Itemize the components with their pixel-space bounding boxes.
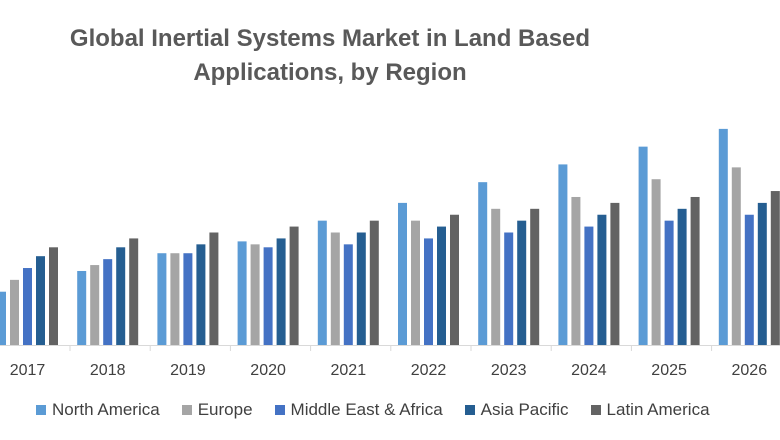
x-tick-label: 2024 bbox=[571, 362, 607, 379]
bar-2021-europe bbox=[330, 232, 340, 345]
chart-title-line-1: Global Inertial Systems Market in Land B… bbox=[69, 25, 591, 52]
bar-2024-north-america bbox=[558, 164, 568, 345]
legend-label: Latin America bbox=[606, 400, 710, 419]
legend-swatch bbox=[181, 405, 192, 415]
x-tick-label: 2023 bbox=[491, 362, 527, 379]
bar-2017-middle-east-africa bbox=[23, 268, 32, 345]
legend-item: Europe bbox=[181, 400, 253, 420]
bar-2026-europe bbox=[731, 167, 741, 345]
legend-item: North America bbox=[36, 400, 160, 420]
legend-label: Asia Pacific bbox=[480, 400, 569, 419]
legend-label: Middle East & Africa bbox=[290, 400, 443, 419]
bar-2025-middle-east-africa bbox=[664, 220, 674, 345]
bar-2019-north-america bbox=[157, 253, 167, 345]
legend-swatch bbox=[36, 405, 46, 415]
bar-2024-europe bbox=[571, 196, 581, 345]
x-tick-label: 2025 bbox=[651, 362, 687, 379]
legend-label: North America bbox=[52, 400, 160, 419]
bar-2021-asia-pacific bbox=[356, 232, 366, 345]
bar-2019-latin-america bbox=[209, 232, 219, 345]
bar-2020-north-america bbox=[237, 241, 247, 345]
bar-2026-middle-east-africa bbox=[744, 214, 754, 345]
bar-2018-asia-pacific bbox=[116, 247, 126, 345]
bar-2024-latin-america bbox=[610, 202, 620, 345]
legend-swatch bbox=[464, 405, 475, 415]
bar-2023-latin-america bbox=[530, 208, 540, 345]
bar-2025-latin-america bbox=[690, 196, 700, 345]
bar-2019-middle-east-africa bbox=[183, 253, 193, 345]
x-tick-label: 2019 bbox=[170, 362, 206, 379]
bar-2020-middle-east-africa bbox=[263, 247, 273, 345]
bar-2017-latin-america bbox=[49, 247, 58, 345]
bar-2022-asia-pacific bbox=[437, 226, 446, 345]
bar-2025-europe bbox=[651, 179, 661, 345]
bar-2017-europe bbox=[10, 279, 19, 345]
bar-2020-latin-america bbox=[289, 226, 299, 345]
legend-swatch bbox=[274, 405, 285, 415]
x-tick-label: 2022 bbox=[411, 362, 447, 379]
bar-2024-middle-east-africa bbox=[584, 226, 594, 345]
bar-2017-asia-pacific bbox=[36, 256, 45, 345]
bar-2018-north-america bbox=[77, 270, 87, 345]
bar-2026-latin-america bbox=[770, 191, 780, 345]
bar-2019-europe bbox=[170, 253, 180, 345]
bar-2020-europe bbox=[250, 244, 260, 345]
bar-2022-north-america bbox=[398, 202, 407, 345]
legend-label: Europe bbox=[197, 400, 253, 419]
chart-title: Global Inertial Systems Market in Land B… bbox=[0, 22, 660, 90]
x-tick-label: 2017 bbox=[10, 362, 46, 379]
bar-2022-latin-america bbox=[450, 214, 459, 345]
legend-item: Middle East & Africa bbox=[274, 400, 443, 420]
x-tick-label: 2018 bbox=[90, 362, 126, 379]
bar-2023-asia-pacific bbox=[517, 220, 527, 345]
bar-2022-europe bbox=[411, 220, 420, 345]
bar-2025-asia-pacific bbox=[677, 208, 687, 345]
bar-2024-asia-pacific bbox=[597, 214, 607, 345]
bar-2018-latin-america bbox=[129, 238, 139, 345]
bar-2023-middle-east-africa bbox=[504, 232, 514, 345]
x-tick-label: 2026 bbox=[732, 362, 768, 379]
bar-2023-europe bbox=[491, 208, 501, 345]
bar-2026-asia-pacific bbox=[757, 202, 767, 345]
bar-2018-europe bbox=[90, 265, 100, 345]
x-tick-label: 2021 bbox=[331, 362, 367, 379]
legend-item: Latin America bbox=[590, 400, 710, 420]
bar-2019-asia-pacific bbox=[196, 244, 206, 345]
bar-2021-north-america bbox=[317, 220, 327, 345]
bar-2021-middle-east-africa bbox=[343, 244, 353, 345]
bar-2017-north-america bbox=[0, 291, 6, 345]
x-tick-label: 2020 bbox=[250, 362, 286, 379]
legend-swatch bbox=[590, 405, 601, 415]
bar-2023-north-america bbox=[478, 182, 488, 345]
bar-2022-middle-east-africa bbox=[424, 238, 433, 345]
legend-item: Asia Pacific bbox=[464, 400, 569, 420]
bar-2021-latin-america bbox=[369, 220, 379, 345]
bar-2020-asia-pacific bbox=[276, 238, 286, 345]
bar-2026-north-america bbox=[718, 128, 728, 345]
bar-2025-north-america bbox=[638, 146, 648, 345]
chart-title-line-2: Applications, by Region bbox=[193, 59, 467, 86]
chart-legend: North America Europe Middle East & Africa A… bbox=[36, 398, 710, 422]
bar-2018-middle-east-africa bbox=[103, 259, 113, 345]
